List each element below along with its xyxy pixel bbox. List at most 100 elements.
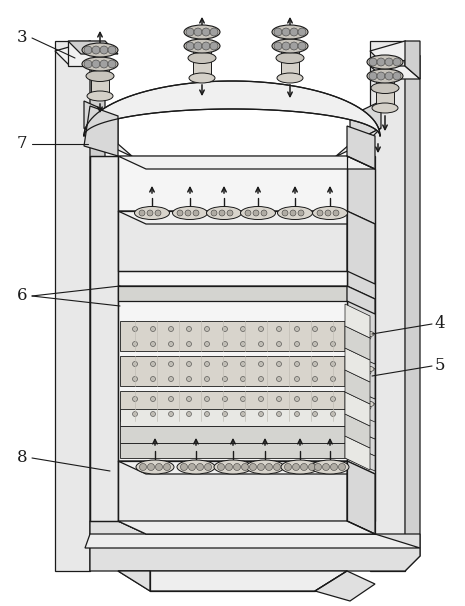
Ellipse shape <box>311 460 349 474</box>
Circle shape <box>205 327 210 331</box>
Polygon shape <box>370 41 405 571</box>
Polygon shape <box>120 426 345 443</box>
Circle shape <box>312 411 318 416</box>
Circle shape <box>331 411 336 416</box>
Circle shape <box>240 362 246 367</box>
Circle shape <box>377 72 385 80</box>
Circle shape <box>250 464 257 470</box>
Ellipse shape <box>360 339 368 344</box>
Circle shape <box>186 411 192 416</box>
Circle shape <box>258 464 265 470</box>
Polygon shape <box>281 46 299 78</box>
Circle shape <box>290 28 298 36</box>
Circle shape <box>133 327 138 331</box>
Ellipse shape <box>82 43 118 57</box>
Ellipse shape <box>367 69 403 83</box>
Circle shape <box>168 376 173 382</box>
Circle shape <box>186 28 194 36</box>
Circle shape <box>312 376 318 382</box>
Circle shape <box>259 411 264 416</box>
Circle shape <box>333 210 339 216</box>
Circle shape <box>108 60 116 68</box>
Polygon shape <box>90 521 420 571</box>
Circle shape <box>219 210 225 216</box>
Ellipse shape <box>312 207 347 219</box>
Circle shape <box>323 464 330 470</box>
Circle shape <box>294 327 299 331</box>
Circle shape <box>298 42 306 50</box>
Polygon shape <box>193 46 211 78</box>
Circle shape <box>197 464 204 470</box>
Circle shape <box>155 210 161 216</box>
Circle shape <box>331 362 336 367</box>
Polygon shape <box>347 461 375 534</box>
Ellipse shape <box>134 207 170 219</box>
Ellipse shape <box>272 25 308 39</box>
Polygon shape <box>120 391 345 421</box>
Text: 3: 3 <box>17 30 27 47</box>
Circle shape <box>133 411 138 416</box>
Text: 6: 6 <box>17 287 27 304</box>
Circle shape <box>193 210 199 216</box>
Circle shape <box>282 42 290 50</box>
Polygon shape <box>345 370 370 404</box>
Ellipse shape <box>86 70 114 81</box>
Polygon shape <box>118 156 375 169</box>
Circle shape <box>277 342 281 347</box>
Circle shape <box>312 342 318 347</box>
Polygon shape <box>84 81 380 136</box>
Ellipse shape <box>354 381 362 385</box>
Ellipse shape <box>276 53 304 64</box>
Polygon shape <box>315 571 375 601</box>
Polygon shape <box>345 414 370 448</box>
Circle shape <box>331 464 338 470</box>
Circle shape <box>277 396 281 402</box>
Circle shape <box>222 327 227 331</box>
Circle shape <box>317 210 323 216</box>
Polygon shape <box>118 286 347 301</box>
Circle shape <box>259 342 264 347</box>
Ellipse shape <box>372 103 398 113</box>
Circle shape <box>298 210 304 216</box>
Polygon shape <box>350 101 381 144</box>
Circle shape <box>177 210 183 216</box>
Ellipse shape <box>363 370 371 375</box>
Circle shape <box>168 342 173 347</box>
Circle shape <box>108 46 116 54</box>
Circle shape <box>84 46 92 54</box>
Ellipse shape <box>281 460 319 474</box>
Circle shape <box>210 42 218 50</box>
Circle shape <box>151 411 155 416</box>
Circle shape <box>253 210 259 216</box>
Polygon shape <box>118 521 375 534</box>
Ellipse shape <box>366 331 374 336</box>
Circle shape <box>133 376 138 382</box>
Polygon shape <box>118 211 347 271</box>
Circle shape <box>266 464 272 470</box>
Circle shape <box>259 396 264 402</box>
Circle shape <box>294 396 299 402</box>
Polygon shape <box>405 41 420 571</box>
Circle shape <box>331 327 336 331</box>
Polygon shape <box>376 76 394 108</box>
Circle shape <box>147 210 153 216</box>
Ellipse shape <box>354 416 362 421</box>
Circle shape <box>100 60 108 68</box>
Circle shape <box>222 342 227 347</box>
Circle shape <box>331 342 336 347</box>
Circle shape <box>240 411 246 416</box>
Circle shape <box>298 28 306 36</box>
Circle shape <box>277 327 281 331</box>
Circle shape <box>185 210 191 216</box>
Circle shape <box>151 362 155 367</box>
Circle shape <box>202 42 210 50</box>
Circle shape <box>151 396 155 402</box>
Ellipse shape <box>206 207 241 219</box>
Circle shape <box>312 396 318 402</box>
Circle shape <box>84 60 92 68</box>
Polygon shape <box>118 571 150 591</box>
Circle shape <box>385 72 393 80</box>
Ellipse shape <box>214 460 252 474</box>
Polygon shape <box>118 286 375 299</box>
Circle shape <box>222 376 227 382</box>
